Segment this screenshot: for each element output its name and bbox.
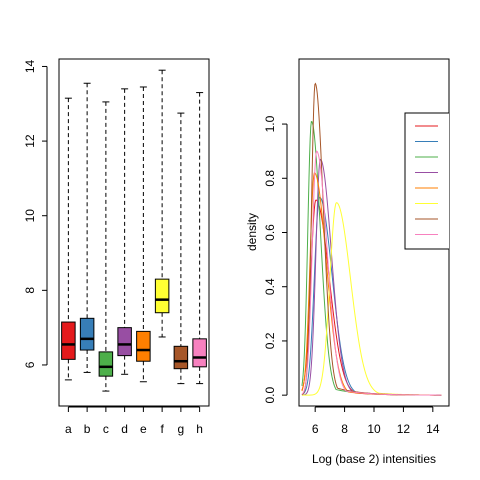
density-y-tick-label: 0.4: [263, 278, 277, 295]
density-y-tick-label: 0.8: [263, 170, 277, 187]
boxplot-y-tick-label: 6: [23, 361, 37, 368]
density-x-tick-label: 10: [367, 422, 381, 436]
boxplot-y-tick-label: 12: [23, 134, 37, 148]
density-y-tick-label: 0.0: [263, 386, 277, 403]
density-y-axis-label: density: [245, 213, 259, 251]
boxplot-y-axis: 6 8 10 12 14: [23, 59, 47, 368]
box-iqr: [174, 346, 188, 368]
legend-label: c: [449, 150, 455, 164]
density-y-tick-label: 1.0: [263, 115, 277, 132]
box-a: [62, 98, 76, 380]
box-e: [137, 87, 151, 382]
boxplot-x-tick-label: c: [103, 422, 109, 436]
box-d: [118, 89, 132, 374]
box-iqr: [193, 339, 207, 367]
box-iqr: [80, 318, 94, 350]
box-f: [155, 70, 169, 337]
box-iqr: [62, 322, 76, 359]
density-panel: 0.0 0.2 0.4 0.6 0.8 1.0 6 8 10 12 14 Log (base 2)…: [245, 59, 465, 466]
box-iqr: [99, 352, 113, 376]
boxplot-x-tick-label: g: [178, 422, 185, 436]
density-x-tick-label: 12: [397, 422, 411, 436]
density-x-tick-label: 6: [312, 422, 319, 436]
boxplot-x-tick-label: e: [140, 422, 147, 436]
legend-label: e: [449, 181, 456, 195]
density-x-axis: 6 8 10 12 14: [312, 407, 440, 436]
boxplot-x-tick-label: b: [84, 422, 91, 436]
density-legend-box: [405, 113, 465, 249]
box-iqr: [137, 331, 151, 361]
density-x-tick-label: 8: [341, 422, 348, 436]
legend-label: h: [449, 228, 456, 242]
box-iqr: [118, 328, 132, 356]
legend-label: d: [449, 166, 456, 180]
legend-label: b: [449, 135, 456, 149]
density-y-tick-label: 0.6: [263, 224, 277, 241]
boxplot-x-tick-label: f: [160, 422, 164, 436]
box-b: [80, 83, 94, 372]
density-y-axis: 0.0 0.2 0.4 0.6 0.8 1.0: [263, 115, 287, 403]
box-g: [174, 113, 188, 384]
boxplot-y-tick-label: 8: [23, 287, 37, 294]
box-h: [193, 93, 207, 384]
boxplot-marks: [62, 70, 207, 391]
box-iqr: [155, 279, 169, 313]
boxplot-y-tick-label: 10: [23, 209, 37, 223]
boxplot-y-tick-label: 14: [23, 59, 37, 73]
legend-label: f: [449, 197, 453, 211]
density-x-tick-label: 14: [426, 422, 440, 436]
box-c: [99, 102, 113, 391]
legend-label: g: [449, 212, 456, 226]
legend-label: a: [449, 119, 456, 133]
boxplot-x-tick-label: h: [196, 422, 203, 436]
density-x-axis-label: Log (base 2) intensities: [312, 452, 436, 466]
boxplot-x-tick-label: a: [65, 422, 72, 436]
density-y-tick-label: 0.2: [263, 332, 277, 349]
boxplot-x-tick-label: d: [121, 422, 128, 436]
